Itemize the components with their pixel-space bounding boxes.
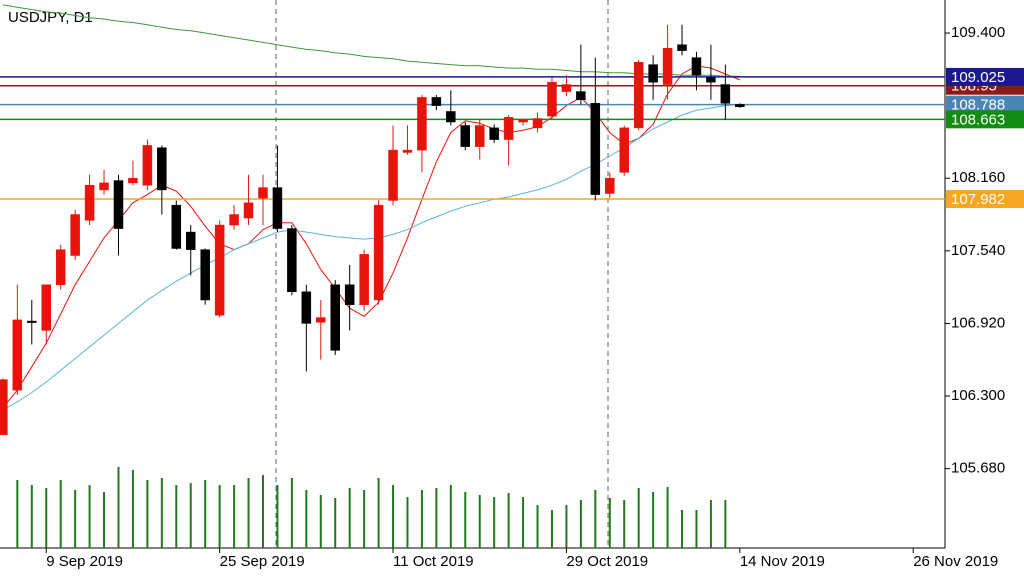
candle-body — [720, 84, 731, 104]
candle-body — [547, 81, 557, 117]
candle-body — [633, 62, 644, 129]
candle-body — [301, 291, 312, 324]
candle-body — [185, 231, 196, 250]
price-level-box — [946, 95, 1024, 114]
candle-body — [272, 187, 283, 229]
y-tick-label: 106.300 — [951, 387, 1005, 404]
moving-average-line — [2, 103, 740, 411]
candle-body — [605, 177, 615, 194]
candle-body — [99, 182, 109, 191]
candle-body — [706, 77, 716, 83]
candle-body — [460, 125, 471, 147]
candle-body — [431, 97, 442, 106]
moving-average-line — [2, 65, 740, 409]
candle-body — [214, 224, 225, 316]
y-tick-label: 109.400 — [951, 24, 1005, 41]
price-level-label: 109.025 — [951, 69, 1005, 86]
candle-body — [417, 97, 427, 151]
candle-body — [12, 319, 23, 391]
moving-average-line — [2, 4, 740, 77]
candle-body — [142, 145, 153, 186]
candle-body — [55, 249, 66, 286]
candle-body — [590, 103, 601, 195]
candle-body — [243, 202, 254, 219]
candle-body — [359, 254, 369, 305]
candle-body — [200, 249, 210, 301]
candle-body — [157, 147, 167, 191]
candle-body — [330, 284, 340, 351]
candle-body — [518, 119, 528, 123]
y-tick-label: 106.920 — [951, 314, 1005, 331]
candle-body — [41, 284, 51, 331]
candle-body — [388, 149, 398, 201]
candle-body — [27, 320, 37, 323]
candle-body — [70, 214, 80, 256]
x-tick-label: 29 Oct 2019 — [566, 553, 648, 570]
candle-body — [474, 125, 485, 147]
candle-body — [344, 284, 355, 305]
candle-body — [489, 127, 499, 140]
candle-body — [619, 127, 629, 173]
price-level-box — [946, 190, 1024, 209]
candle-body — [316, 317, 326, 323]
price-level-box — [946, 67, 1024, 86]
price-level-box — [946, 110, 1024, 129]
x-tick-label: 26 Nov 2019 — [913, 553, 998, 570]
candle-body — [691, 57, 702, 76]
price-level-label: 108.788 — [951, 97, 1005, 114]
candle-body — [373, 204, 384, 301]
candle-body — [171, 204, 182, 249]
x-tick-label: 11 Oct 2019 — [393, 553, 474, 570]
candle-body — [402, 149, 413, 153]
y-tick-label: 107.540 — [951, 242, 1005, 259]
candle-body — [229, 214, 239, 226]
candle-body — [648, 64, 658, 83]
candle-body — [258, 187, 268, 199]
candle-body — [287, 228, 297, 293]
candle-body — [532, 118, 543, 129]
x-tick-label: 25 Sep 2019 — [220, 553, 305, 570]
price-level-label: 108.663 — [951, 111, 1005, 128]
x-tick-label: 9 Sep 2019 — [46, 553, 123, 570]
y-tick-label: 105.680 — [951, 460, 1005, 477]
chart-title: USDJPY, D1 — [8, 9, 93, 26]
price-level-label: 107.982 — [951, 191, 1005, 208]
candle-body — [84, 184, 95, 221]
candle-body — [0, 379, 8, 435]
candle-body — [446, 111, 456, 123]
candle-body — [113, 180, 124, 229]
candle-body — [735, 104, 745, 108]
candle-body — [677, 44, 687, 51]
candle-body — [128, 177, 138, 184]
candle-body — [561, 84, 572, 92]
candle-body — [503, 117, 514, 140]
candle-body — [662, 47, 673, 85]
y-tick-label: 108.160 — [951, 169, 1005, 186]
x-tick-label: 14 Nov 2019 — [740, 553, 825, 570]
candle-body — [576, 91, 586, 101]
